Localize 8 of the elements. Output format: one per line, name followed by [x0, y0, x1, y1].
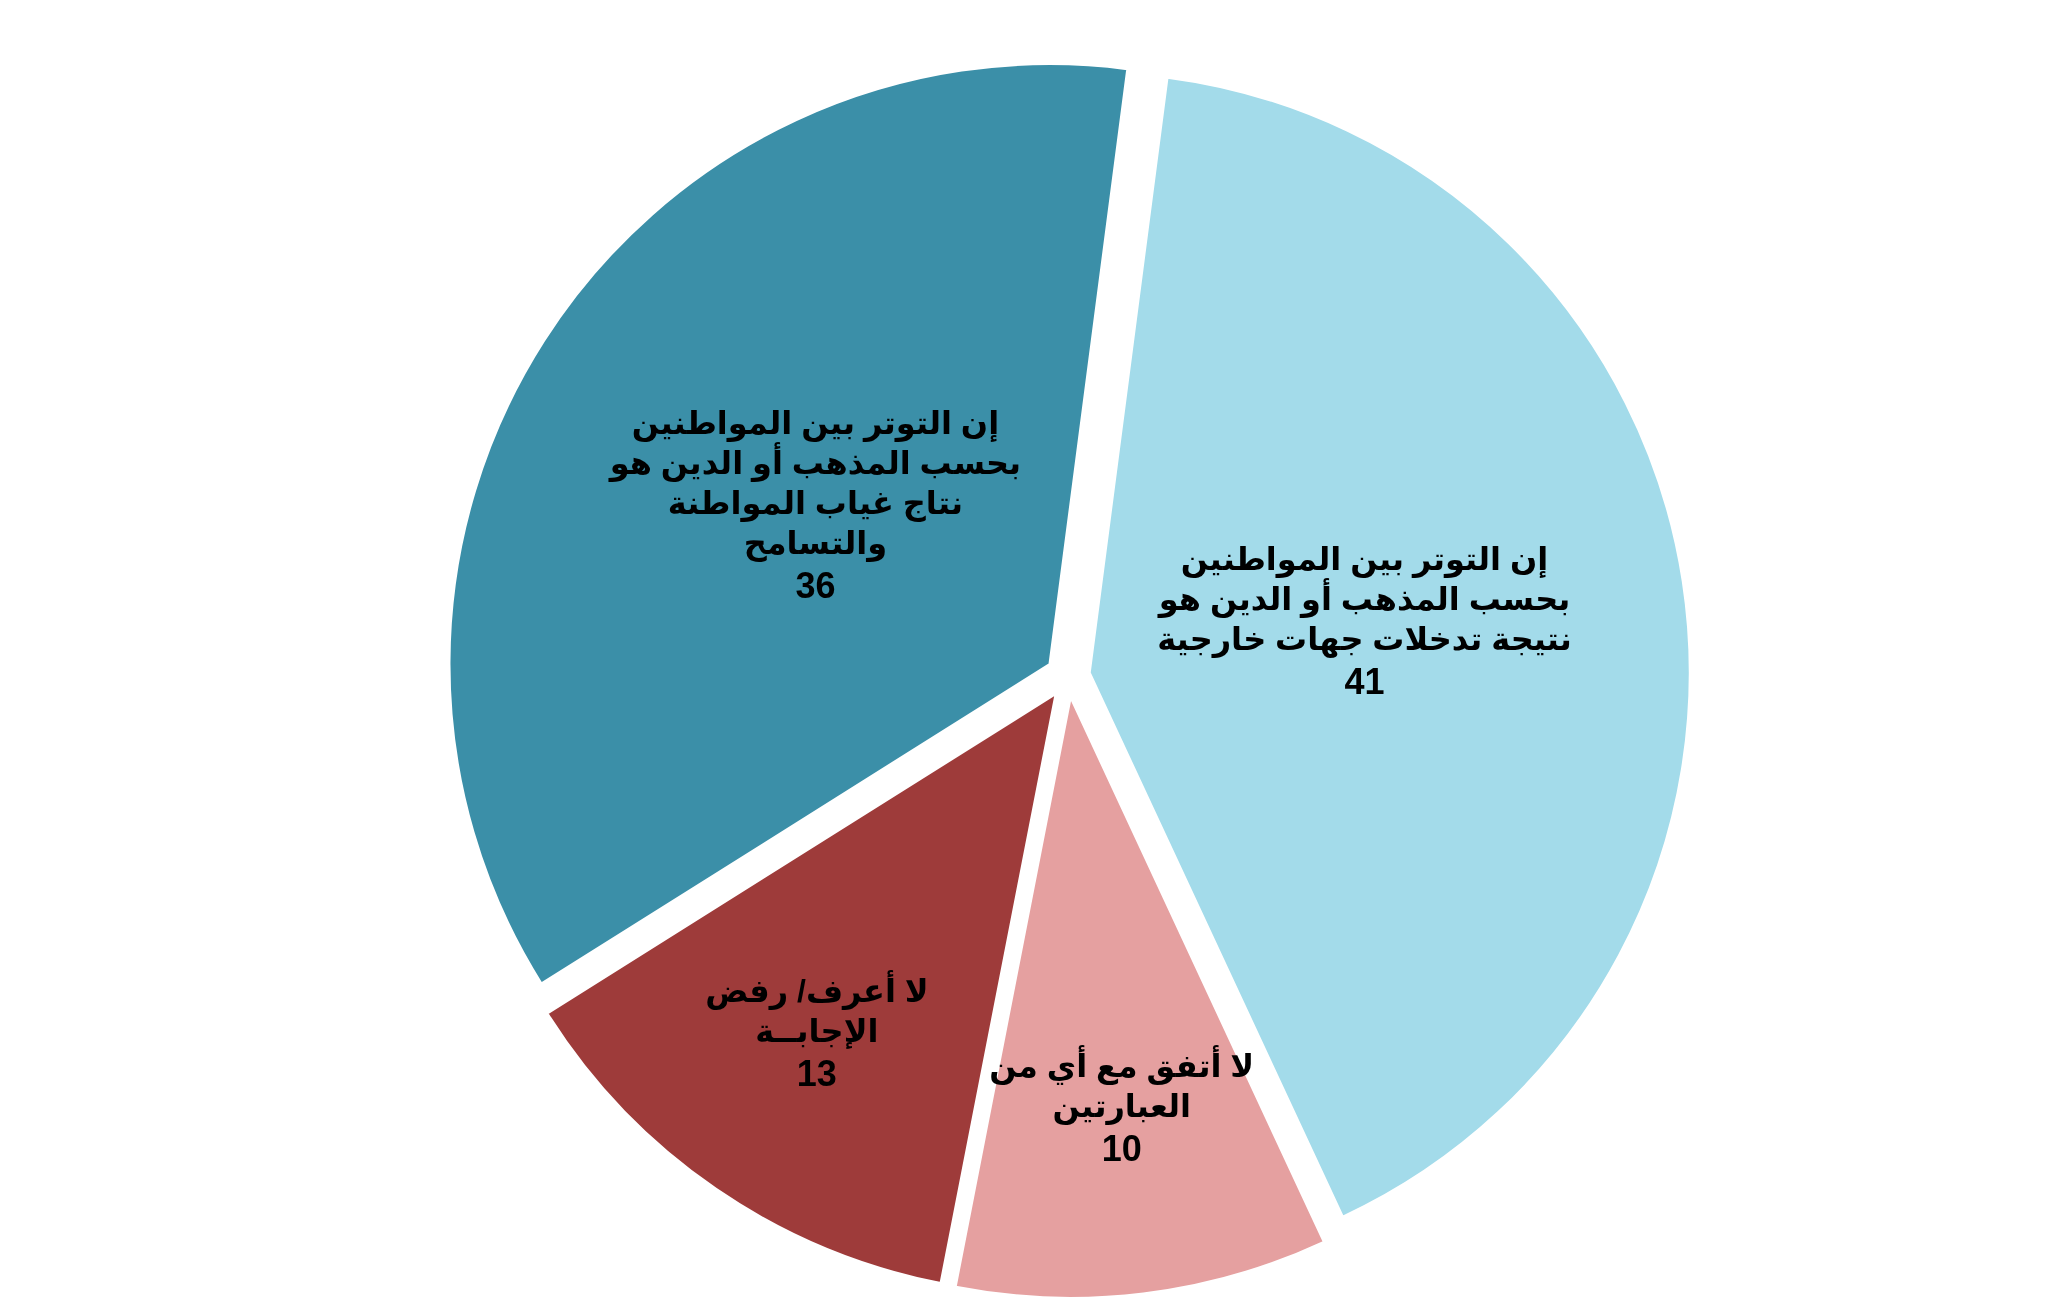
data-label: 41 [1344, 661, 1385, 703]
data-label: 13 [796, 1053, 837, 1095]
data-label: 10 [1101, 1127, 1142, 1169]
slice-label: إن التوتر بين المواطنين بحسب المذهب أو الدين هو نتيجة تدخلات جهات خارجية [1156, 541, 1572, 659]
slice-label: لا أتفق مع أي من العبارتين [989, 1044, 1255, 1125]
data-label: 36 [795, 565, 836, 607]
slice-label: إن التوتر بين المواطنين بحسب المذهب أو الدين هو نتاج غياب المواطنة والتسامح [607, 405, 1022, 563]
slice-label: لا أعرف/ رفض الإجابــة [705, 970, 929, 1051]
